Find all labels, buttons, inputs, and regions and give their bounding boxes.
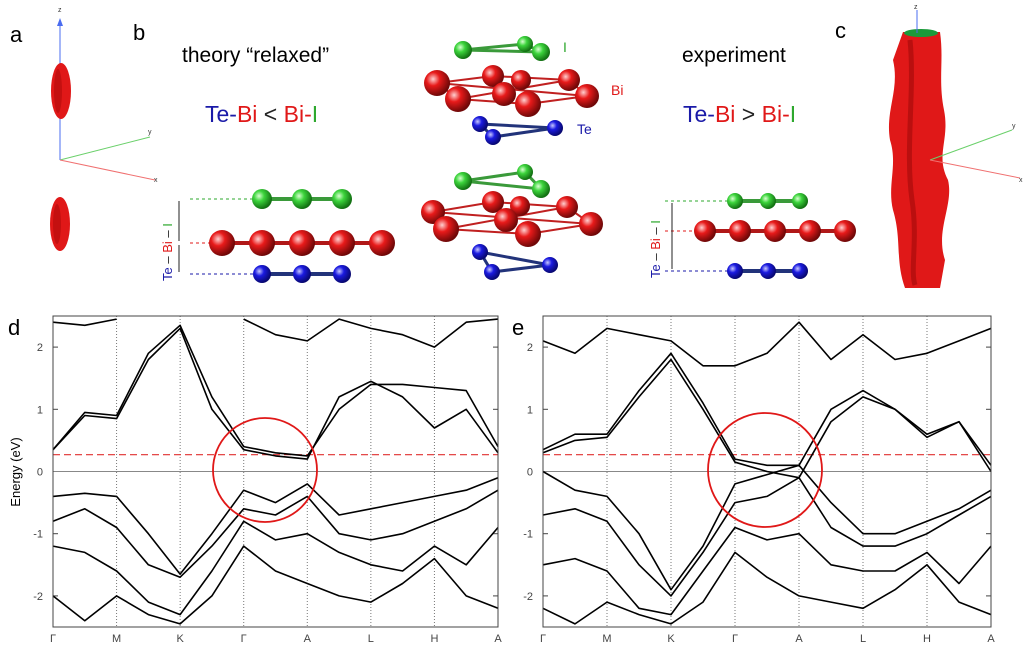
y-axis-label: Energy (eV) (8, 437, 23, 506)
y-tick-label: -2 (33, 591, 43, 603)
x-tick-label: M (112, 633, 121, 645)
x-tick-label: A (304, 633, 312, 645)
band (542, 476, 992, 597)
plot-frame (542, 315, 992, 628)
y-tick-label: 2 (37, 342, 43, 354)
rel-part: I (312, 101, 318, 127)
atom-label: Te (577, 121, 592, 137)
x-tick-label: A (987, 633, 995, 645)
band (52, 545, 499, 625)
panel-label: e (512, 315, 524, 340)
rel-part: < (257, 101, 283, 127)
atom-label: Bi (611, 82, 623, 98)
layer-part: Te (160, 267, 175, 281)
layer-axis: Te – Bi – I (160, 223, 175, 281)
layer-part: Bi (648, 238, 663, 250)
structure-left: Te – Bi – I (160, 189, 395, 283)
y-tick-label: 1 (37, 404, 43, 416)
band (52, 327, 499, 460)
x-tick-label: Γ (732, 633, 738, 645)
band (52, 476, 499, 575)
band (542, 551, 992, 625)
rel-part: Bi (237, 101, 257, 127)
band (542, 464, 992, 591)
x-tick-label: A (494, 633, 502, 645)
x-tick-label: M (602, 633, 611, 645)
layer-part: I (648, 220, 663, 224)
relation: Te-Bi < Bi-I (205, 101, 318, 127)
y-tick-label: -1 (523, 529, 533, 541)
axis-label: x (154, 177, 158, 184)
rel-part: Te (205, 101, 229, 127)
band (52, 489, 499, 578)
axis-label: y (148, 129, 152, 136)
axis-label: y (1012, 123, 1016, 130)
x-tick-label: Γ (540, 633, 546, 645)
x-tick-label: L (860, 633, 866, 645)
layer-part: Bi (160, 241, 175, 253)
plot-frame (52, 315, 499, 628)
title: theory “relaxed” (182, 44, 329, 67)
x-tick-label: H (430, 633, 438, 645)
structure-middle: I Bi Te (421, 36, 623, 280)
rel-part: Bi (284, 101, 304, 127)
panel-a: z y x (50, 7, 158, 251)
x-tick-label: A (795, 633, 803, 645)
y-tick-label: 0 (527, 467, 533, 479)
rel-part: - (782, 101, 790, 127)
panel-label: a (10, 22, 23, 47)
layer-part: – (648, 250, 663, 264)
axis-label: z (58, 7, 62, 14)
rel-part: I (790, 101, 796, 127)
rel-part: > (735, 101, 761, 127)
band (52, 520, 499, 616)
rel-part: - (229, 101, 237, 127)
panel-label: c (835, 18, 846, 43)
rel-part: - (304, 101, 312, 127)
rel-part: - (707, 101, 715, 127)
x-tick-label: K (667, 633, 675, 645)
y-tick-label: -1 (33, 529, 43, 541)
title: experiment (682, 44, 786, 67)
band (542, 352, 992, 467)
band-plot: d Energy (eV) -2 -1 0 1 2 Γ M K Γ A L H A (8, 315, 502, 645)
band (542, 358, 992, 479)
band (542, 526, 992, 616)
atom-label: I (563, 39, 567, 55)
y-tick-label: -2 (523, 591, 533, 603)
layer-part: Te (648, 264, 663, 278)
rel-part: Te (683, 101, 707, 127)
band (52, 318, 499, 348)
panel-label: d (8, 315, 20, 340)
band (52, 324, 499, 457)
layer-part: – (160, 253, 175, 267)
x-tick-label: Γ (50, 633, 56, 645)
relation: Te-Bi > Bi-I (683, 101, 796, 127)
rel-part: Bi (715, 101, 735, 127)
layer-part: – (648, 224, 663, 238)
highlight-circle (212, 417, 318, 523)
x-tick-label: K (176, 633, 184, 645)
x-tick-label: Γ (241, 633, 247, 645)
axis-label: x (1019, 177, 1023, 184)
structure-right: Te – Bi – I (648, 193, 856, 279)
panel-c: z y x (888, 4, 1023, 288)
y-tick-label: 2 (527, 342, 533, 354)
layer-part: – (160, 227, 175, 241)
x-tick-label: H (923, 633, 931, 645)
highlight-circle (707, 412, 823, 528)
panel-b: theory “relaxed” Te-Bi < Bi-I experiment… (160, 36, 856, 283)
panel-label: b (133, 20, 145, 45)
layer-axis: Te – Bi – I (648, 220, 663, 278)
y-tick-label: 1 (527, 404, 533, 416)
layer-part: I (160, 223, 175, 227)
band-plot: e -2 -1 0 1 2 Γ M K Γ A L H A (512, 315, 995, 645)
axis-label: z (914, 4, 918, 11)
band (542, 321, 992, 367)
x-tick-label: L (368, 633, 374, 645)
y-tick-label: 0 (37, 467, 43, 479)
rel-part: Bi (762, 101, 782, 127)
